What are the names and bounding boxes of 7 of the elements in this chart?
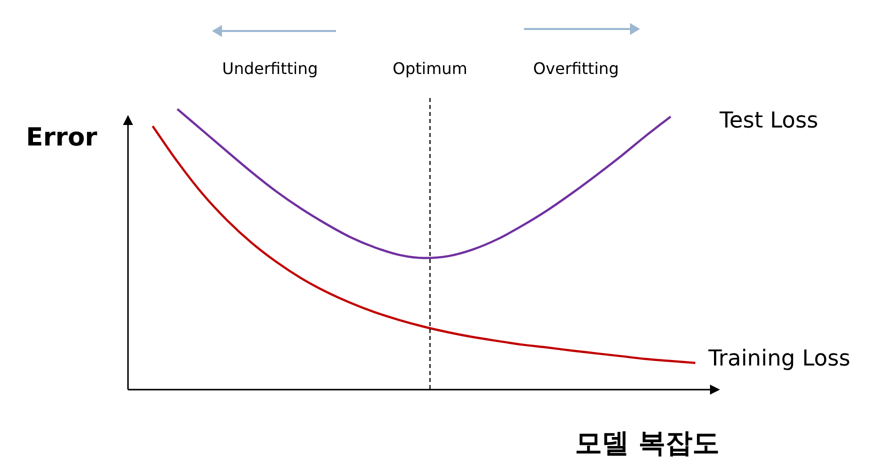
text: Optimum <box>392 59 468 78</box>
text: Overfitting <box>533 59 619 78</box>
x-axis-title: 모델 복잡도 <box>575 428 720 460</box>
y-axis-title: Error <box>26 122 98 152</box>
text: Test Loss <box>718 108 818 134</box>
text: Underfitting <box>222 59 318 78</box>
series-label: Training Loss <box>707 346 850 372</box>
